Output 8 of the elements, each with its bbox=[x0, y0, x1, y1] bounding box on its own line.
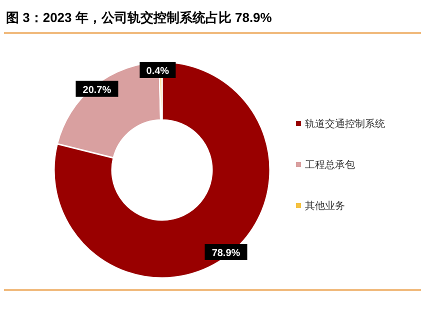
data-label: 20.7% bbox=[82, 84, 112, 96]
legend-label: 其他业务 bbox=[305, 200, 345, 212]
donut-slice bbox=[53, 61, 271, 279]
data-label: 0.4% bbox=[146, 66, 170, 78]
legend-label: 轨道交通控制系统 bbox=[305, 118, 385, 130]
data-label: 78.9% bbox=[212, 248, 240, 259]
chart-title: 图 3：2023 年，公司轨交控制系统占比 78.9% bbox=[6, 10, 272, 25]
legend-label: 工程总承包 bbox=[305, 159, 355, 171]
